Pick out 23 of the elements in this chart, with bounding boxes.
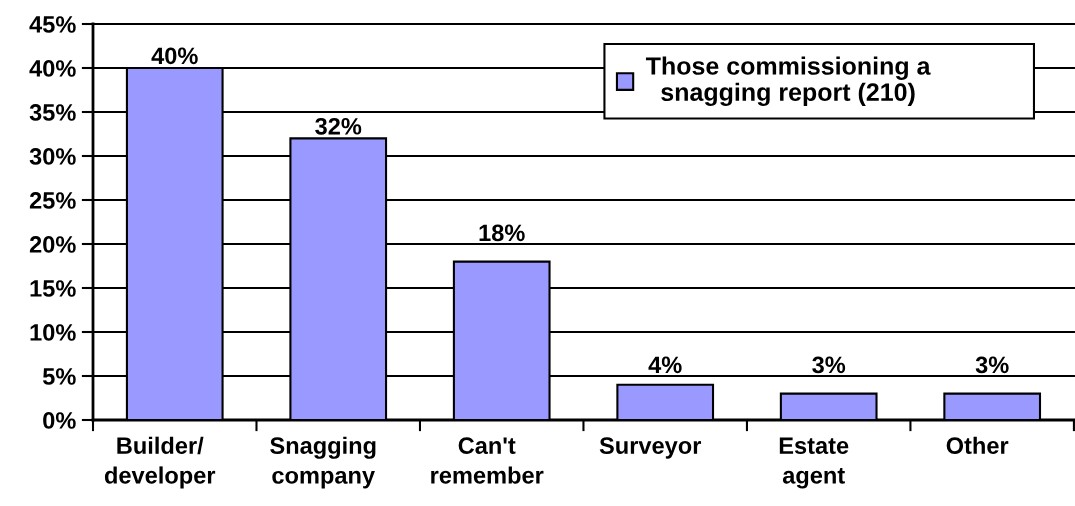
x-tick-label: Other <box>946 436 1009 455</box>
y-tick-label: 35% <box>29 104 76 121</box>
legend-label: Those commissioning a snagging report (210) <box>645 56 931 107</box>
data-label: 4% <box>648 356 682 374</box>
y-tick-label: 20% <box>29 236 76 253</box>
x-tick-label: Builder/ developer <box>104 436 216 489</box>
y-tick-label: 30% <box>29 148 76 165</box>
y-tick-label: 25% <box>29 192 76 209</box>
y-tick-label: 40% <box>29 60 76 77</box>
data-label: 18% <box>479 224 525 242</box>
x-tick-label: Snagging company <box>270 436 376 489</box>
data-label: 3% <box>975 356 1009 374</box>
x-tick-label: Surveyor <box>599 437 702 459</box>
y-tick-label: 0% <box>43 412 76 429</box>
x-tick-label: Estate agent <box>779 437 849 489</box>
y-tick-label: 10% <box>30 324 76 341</box>
y-tick-label: 5% <box>42 368 76 385</box>
y-tick-label: 15% <box>30 280 76 297</box>
data-label: 40% <box>151 47 198 65</box>
x-tick-label: Can't remember <box>431 437 544 484</box>
data-label: 3% <box>812 356 846 374</box>
y-tick-label: 45% <box>29 16 76 33</box>
data-label: 32% <box>315 117 362 135</box>
